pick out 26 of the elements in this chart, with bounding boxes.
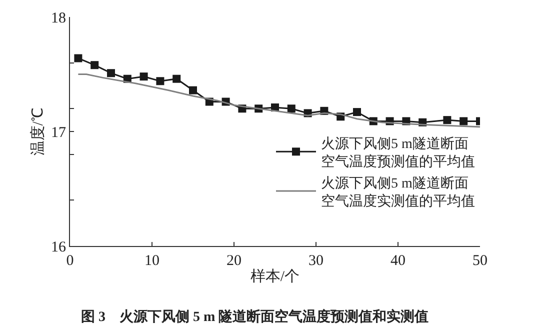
- y-tick-label: 18: [51, 10, 66, 26]
- point: [460, 117, 468, 126]
- x-tick-label: 30: [308, 253, 324, 269]
- point: [156, 77, 164, 86]
- y-tick-label: 16: [51, 239, 66, 256]
- x-axis-title: 样本/个: [250, 268, 300, 285]
- text: 图 3 火源下风侧 5 m 隧道断面空气温度预测值和实测值: [81, 308, 429, 325]
- line-series: [77, 74, 480, 128]
- x-tick-label: 40: [390, 253, 406, 269]
- point: [74, 54, 82, 62]
- x-tick-label: 10: [144, 253, 160, 269]
- point: [287, 104, 296, 113]
- y-tick-label: 17: [51, 124, 66, 141]
- legend-label: 火源下风侧5 m隧道断面空气温度预测值的平均值: [321, 136, 475, 170]
- point: [107, 69, 115, 78]
- point: [172, 74, 181, 83]
- point: [353, 108, 361, 116]
- x-tick-label: 50: [472, 253, 488, 269]
- point: [140, 72, 148, 81]
- point: [189, 86, 197, 94]
- y-axis-title: 温度/℃: [29, 107, 46, 156]
- point: [90, 61, 99, 70]
- x-tick-label: 0: [66, 253, 74, 269]
- legend-label: 火源下风侧5 m隧道断面空气温度实测值的平均值: [321, 175, 475, 210]
- point: [443, 116, 452, 124]
- x-tick-label: 20: [226, 253, 242, 269]
